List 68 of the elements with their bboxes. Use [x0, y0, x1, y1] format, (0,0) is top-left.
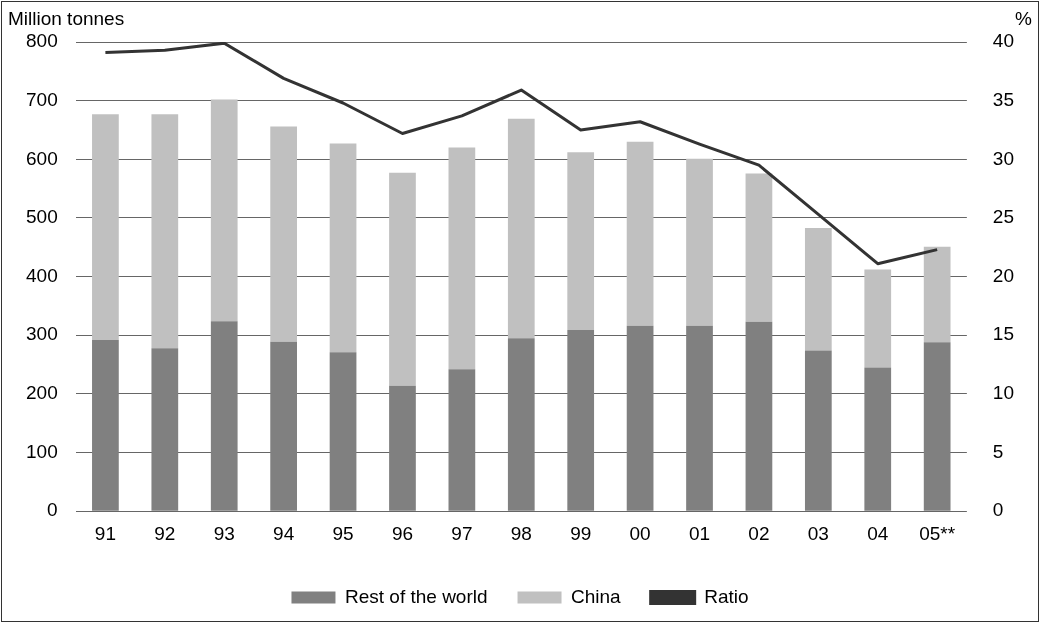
bar	[804, 227, 832, 351]
y2-tick-label: 30	[992, 147, 1015, 169]
y2-tick-label: 20	[992, 264, 1015, 286]
bar	[507, 338, 535, 511]
x-tick-label: 93	[213, 522, 235, 544]
bar	[626, 325, 654, 511]
bar	[270, 126, 298, 342]
bar	[151, 114, 179, 349]
bar	[864, 367, 892, 511]
bar	[329, 352, 357, 511]
bar	[745, 321, 773, 511]
x-tick-label: 04	[867, 522, 889, 544]
bar	[745, 173, 773, 322]
bar	[270, 341, 298, 511]
y-tick-label: 500	[26, 206, 58, 228]
y2-tick-label: 0	[992, 499, 1004, 521]
bar	[389, 385, 416, 511]
bar	[151, 348, 179, 511]
legend-label: China	[571, 585, 622, 607]
bar	[923, 342, 951, 511]
y-tick-label: 600	[26, 147, 58, 169]
x-tick-label: 98	[510, 522, 532, 544]
x-tick-label: 96	[391, 522, 414, 544]
y-tick-label: 200	[26, 382, 58, 404]
bar	[804, 350, 832, 511]
legend-label: Ratio	[704, 585, 749, 607]
y-axis-title: Million tonnes	[8, 7, 125, 29]
bar	[567, 329, 595, 511]
bar	[626, 141, 654, 326]
bar	[923, 246, 951, 343]
x-tick-label: 05**	[919, 522, 956, 544]
bar	[389, 172, 416, 386]
y-tick-label: 800	[26, 30, 58, 52]
y2-tick-label: 40	[992, 30, 1015, 52]
x-tick-label: 97	[451, 522, 473, 544]
y-tick-label: 300	[26, 323, 58, 345]
bar	[507, 118, 535, 339]
y-tick-label: 400	[26, 264, 58, 286]
x-tick-label: 95	[332, 522, 354, 544]
bar	[210, 321, 238, 511]
bar	[567, 152, 595, 330]
y2-tick-label: 25	[992, 206, 1015, 228]
bar	[686, 325, 713, 511]
bar	[686, 158, 713, 326]
y2-tick-label: 5	[992, 440, 1004, 462]
bar	[448, 147, 476, 370]
y-tick-label: 100	[26, 440, 58, 462]
y2-axis-title: %	[1015, 7, 1033, 29]
bar	[864, 269, 892, 368]
x-tick-label: 92	[154, 522, 176, 544]
bar	[210, 99, 238, 322]
y-tick-label: 0	[47, 499, 58, 521]
y-tick-label: 700	[26, 88, 58, 110]
x-tick-label: 91	[94, 522, 116, 544]
legend-label: Rest of the world	[344, 585, 488, 607]
x-tick-label: 01	[688, 522, 711, 544]
bar	[92, 339, 119, 511]
x-tick-label: 03	[807, 522, 829, 544]
x-tick-label: 02	[748, 522, 770, 544]
x-tick-label: 99	[570, 522, 592, 544]
x-tick-label: 94	[273, 522, 295, 544]
x-tick-label: 00	[629, 522, 651, 544]
bar	[92, 114, 119, 340]
y2-tick-label: 15	[992, 323, 1015, 345]
y2-tick-label: 10	[992, 382, 1015, 404]
bar	[448, 369, 476, 511]
bar	[329, 143, 357, 353]
y2-tick-label: 35	[992, 88, 1015, 110]
